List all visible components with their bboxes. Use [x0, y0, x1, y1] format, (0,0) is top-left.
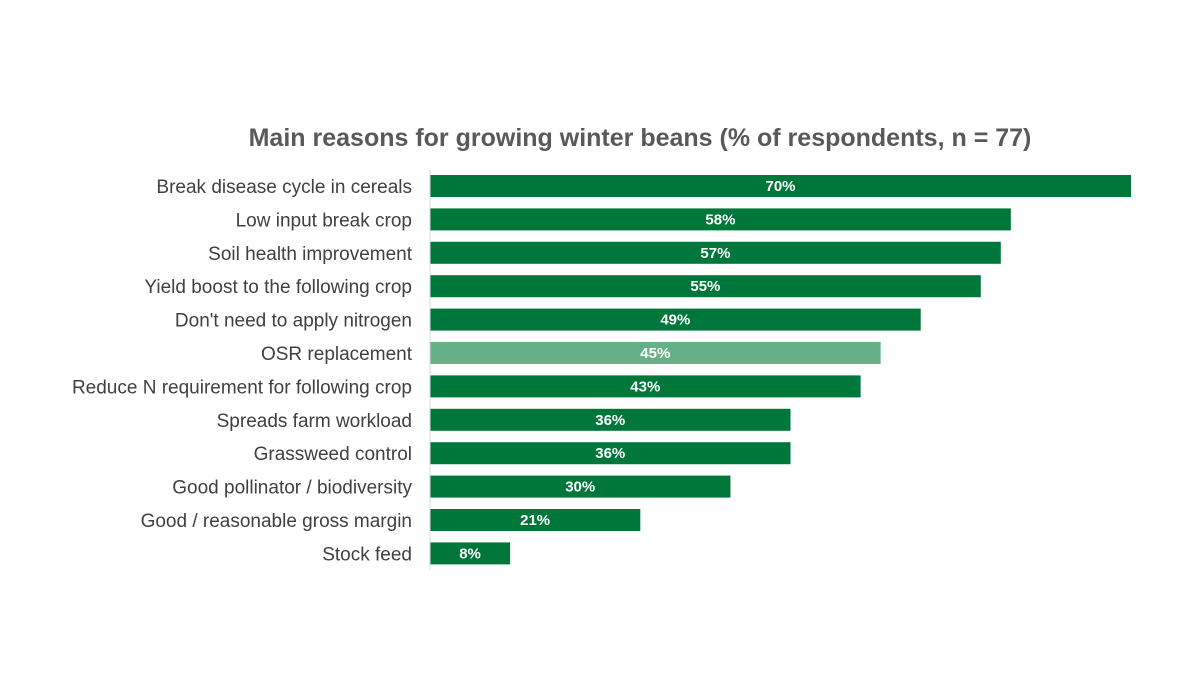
bar-break-disease-cycle-in-cereals: [430, 175, 1131, 197]
category-label: Yield boost to the following crop: [144, 277, 412, 298]
data-label: 43%: [630, 378, 660, 395]
category-label: Soil health improvement: [208, 244, 413, 265]
category-label: OSR replacement: [261, 344, 413, 365]
data-label: 70%: [765, 178, 795, 195]
bar-good-pollinator-biodiversity: [430, 475, 731, 498]
bars: [430, 175, 1131, 565]
data-label: 55%: [690, 278, 720, 295]
bar-reduce-n-requirement-for-following-crop: [430, 375, 861, 398]
category-label: Good / reasonable gross margin: [141, 511, 412, 532]
category-label: Reduce N requirement for following crop: [72, 377, 412, 398]
category-label: Low input break crop: [236, 210, 412, 231]
category-label: Grassweed control: [254, 444, 412, 465]
chart-title: Main reasons for growing winter beans (%…: [249, 124, 1032, 152]
category-label: Break disease cycle in cereals: [156, 177, 412, 198]
bar-osr-replacement: [430, 342, 881, 364]
data-label: 21%: [520, 512, 550, 529]
category-label: Stock feed: [322, 544, 412, 565]
category-label: Spreads farm workload: [217, 411, 412, 432]
bar-grassweed-control: [430, 442, 791, 465]
bar-low-input-break-crop: [430, 208, 1011, 231]
data-label: 45%: [640, 345, 670, 362]
category-label: Don't need to apply nitrogen: [175, 311, 412, 332]
bar-yield-boost-to-the-following-crop: [430, 275, 981, 298]
data-label: 36%: [595, 445, 625, 462]
bar-don-t-need-to-apply-nitrogen: [430, 308, 921, 331]
data-labels: 70%58%57%55%49%45%43%36%36%30%21%8%: [459, 178, 795, 562]
bar-good-reasonable-gross-margin: [430, 509, 641, 531]
bar-soil-health-improvement: [430, 241, 1001, 264]
data-label: 30%: [565, 479, 595, 496]
category-labels: Break disease cycle in cereals Low input …: [72, 177, 413, 565]
data-label: 49%: [660, 312, 690, 329]
bar-spreads-farm-workload: [430, 408, 791, 431]
bar-stock-feed: [430, 542, 511, 565]
data-label: 8%: [459, 545, 481, 562]
data-label: 58%: [705, 211, 735, 228]
category-label: Good pollinator / biodiversity: [172, 478, 412, 499]
data-label: 57%: [700, 245, 730, 262]
data-label: 36%: [595, 412, 625, 429]
